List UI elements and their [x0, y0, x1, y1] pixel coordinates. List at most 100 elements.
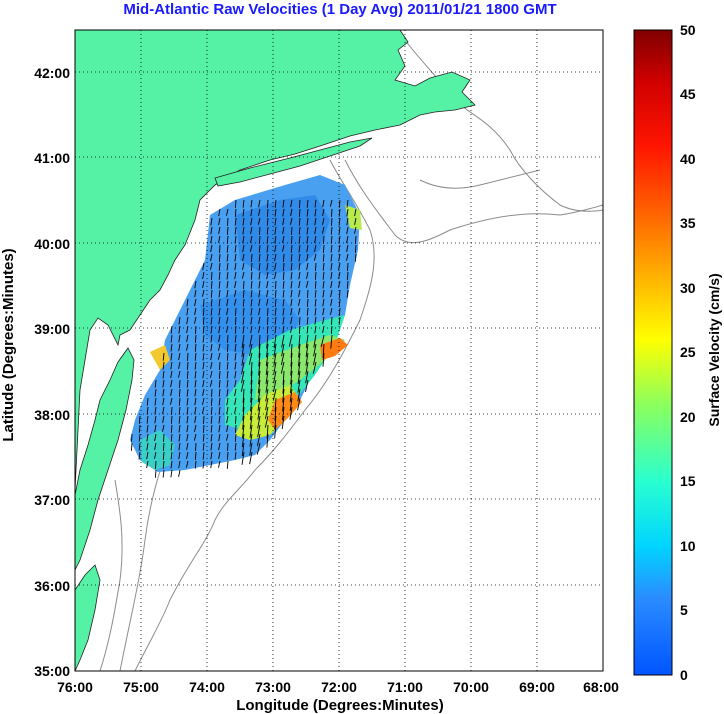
velocity-arrow: [242, 217, 245, 226]
velocity-arrow: [265, 370, 269, 384]
velocity-arrow: [202, 271, 205, 280]
velocity-arrow: [154, 442, 157, 450]
velocity-arrow: [274, 298, 277, 307]
velocity-arrow: [226, 271, 229, 280]
velocity-arrow: [210, 226, 213, 235]
velocity-arrow: [146, 406, 149, 415]
velocity-arrow: [290, 352, 293, 367]
velocity-arrow: [249, 343, 253, 357]
velocity-arrow: [322, 289, 325, 298]
velocity-arrow: [234, 433, 237, 442]
velocity-arrow: [218, 424, 221, 433]
velocity-arrow: [202, 262, 205, 271]
velocity-arrow: [258, 208, 261, 216]
velocity-arrow: [258, 289, 261, 298]
velocity-arrow: [314, 235, 317, 243]
colorbar-tick-label: 45: [680, 86, 696, 102]
velocity-arrow: [226, 460, 229, 469]
velocity-arrow: [226, 451, 229, 460]
velocity-arrow: [202, 370, 205, 379]
velocity-arrow: [313, 334, 317, 348]
velocity-arrow: [346, 208, 349, 217]
velocity-arrow: [210, 262, 213, 270]
velocity-arrow: [187, 352, 189, 361]
velocity-arrow: [299, 199, 301, 208]
velocity-arrow: [218, 451, 221, 459]
velocity-arrow: [162, 415, 165, 423]
velocity-arrow: [234, 262, 237, 271]
velocity-arrow: [226, 235, 229, 244]
velocity-arrow: [234, 361, 237, 370]
velocity-arrow: [267, 307, 269, 316]
velocity-arrow: [194, 451, 197, 460]
velocity-arrow: [251, 253, 253, 262]
velocity-arrow: [322, 298, 325, 307]
velocity-arrow: [218, 370, 221, 379]
velocity-arrow: [202, 280, 205, 288]
velocity-arrow: [257, 379, 261, 394]
velocity-arrow: [202, 379, 205, 388]
velocity-arrow: [186, 334, 189, 342]
velocity-arrow: [218, 262, 221, 271]
velocity-arrow: [234, 442, 237, 451]
velocity-arrow: [321, 226, 325, 234]
velocity-arrow: [242, 424, 245, 439]
velocity-arrow: [227, 334, 229, 343]
velocity-arrow: [289, 406, 293, 420]
velocity-arrow: [290, 307, 293, 316]
velocity-arrow: [234, 325, 237, 334]
velocity-arrow: [290, 370, 293, 385]
velocity-arrow: [266, 217, 269, 226]
x-tick-label: 68:00: [583, 679, 619, 695]
velocity-arrow: [330, 235, 333, 244]
velocity-arrow: [273, 361, 277, 375]
velocity-arrow: [290, 199, 293, 208]
velocity-arrow: [178, 397, 181, 406]
velocity-arrow: [306, 217, 309, 226]
velocity-arrow: [194, 361, 197, 370]
velocity-arrow: [218, 316, 221, 325]
velocity-arrow: [274, 307, 277, 316]
velocity-arrow: [138, 433, 141, 442]
velocity-arrow: [274, 262, 277, 270]
velocity-arrow: [194, 406, 197, 415]
velocity-arrow: [338, 226, 341, 235]
velocity-arrow: [282, 307, 285, 316]
colorbar-tick-label: 40: [680, 151, 696, 167]
y-tick-label: 42:00: [34, 65, 70, 81]
y-tick-label: 36:00: [34, 578, 70, 594]
velocity-arrow: [290, 253, 293, 262]
velocity-arrow: [267, 199, 269, 208]
velocity-arrow: [186, 307, 189, 316]
velocity-arrow: [241, 451, 245, 465]
velocity-arrow: [250, 361, 253, 376]
velocity-arrow: [248, 352, 253, 365]
velocity-arrow: [306, 235, 309, 244]
velocity-arrow: [338, 298, 341, 307]
velocity-arrow: [218, 343, 221, 351]
velocity-arrow: [194, 388, 197, 397]
velocity-arrow: [178, 406, 181, 415]
velocity-arrow: [242, 208, 245, 217]
velocity-arrow: [154, 406, 157, 415]
velocity-arrow: [194, 307, 197, 315]
velocity-arrow: [234, 352, 237, 361]
velocity-arrow: [256, 442, 261, 455]
velocity-arrow: [282, 199, 285, 208]
velocity-arrow: [178, 352, 181, 361]
velocity-arrow: [298, 343, 301, 358]
velocity-arrow: [218, 397, 221, 406]
velocity-arrow: [234, 370, 237, 379]
velocity-arrow: [250, 235, 253, 243]
velocity-arrow: [274, 208, 277, 217]
velocity-arrow: [282, 217, 285, 226]
velocity-arrow: [305, 334, 309, 349]
velocity-arrow: [329, 199, 333, 207]
velocity-arrow: [265, 379, 269, 393]
velocity-arrow: [258, 253, 261, 262]
velocity-arrow: [154, 451, 157, 459]
velocity-arrow: [234, 379, 237, 388]
velocity-arrow: [273, 370, 277, 384]
velocity-arrow: [162, 361, 165, 370]
velocity-arrow: [322, 316, 325, 325]
